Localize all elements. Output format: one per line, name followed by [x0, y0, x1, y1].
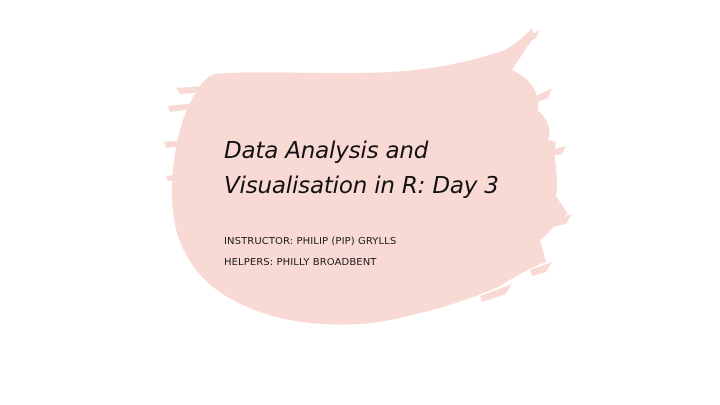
helpers-text: HELPERS: PHILLY BROADBENT	[224, 257, 377, 268]
slide-title-line-1: Data Analysis and	[224, 138, 429, 164]
slide-title: Data Analysis and Visualisation in R: Da…	[224, 134, 554, 204]
slide-credits: INSTRUCTOR: PHILIP (PIP) GRYLLS HELPERS:…	[224, 231, 396, 273]
slide-title-line-2: Visualisation in R: Day 3	[224, 173, 499, 199]
instructor-text: INSTRUCTOR: PHILIP (PIP) GRYLLS	[224, 236, 397, 247]
